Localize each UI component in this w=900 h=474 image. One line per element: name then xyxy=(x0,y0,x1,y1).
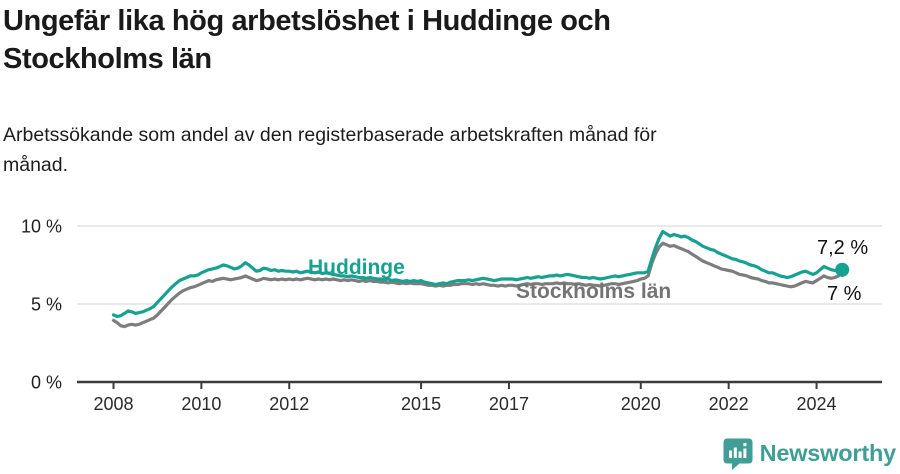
x-tick-label-2010: 2010 xyxy=(181,394,221,414)
chart-subtitle-line-2: månad. xyxy=(3,154,69,176)
x-tick-label-2015: 2015 xyxy=(401,394,441,414)
brand-footer: Newsworthy xyxy=(723,438,896,470)
x-tick-label-2017: 2017 xyxy=(489,394,529,414)
end-value-label-stockholms-lan: 7 % xyxy=(827,283,862,305)
chart-title-line-2: Stockholms län xyxy=(3,43,212,75)
chart-subtitle: Arbetssökande som andel av den registerb… xyxy=(3,120,863,180)
x-tick-label-2012: 2012 xyxy=(269,394,309,414)
chart-subtitle-line-1: Arbetssökande som andel av den registerb… xyxy=(3,124,657,146)
series-label-huddinge: Huddinge xyxy=(308,256,405,279)
series-label-stockholms-lan: Stockholms län xyxy=(516,280,672,303)
y-tick-label-0: 0 % xyxy=(31,373,62,393)
x-tick-label-2008: 2008 xyxy=(93,394,133,414)
y-tick-label-5: 5 % xyxy=(31,295,62,315)
chart-title-line-1: Ungefär lika hög arbetslöshet i Huddinge… xyxy=(3,5,611,37)
brand-wordmark: Newsworthy xyxy=(759,440,897,467)
y-tick-label-10: 10 % xyxy=(21,217,62,237)
end-dot-huddinge xyxy=(835,262,850,277)
chart-title: Ungefär lika hög arbetslöshet i Huddinge… xyxy=(3,2,883,78)
series-line-huddinge xyxy=(111,229,844,319)
x-tick-label-2022: 2022 xyxy=(709,394,749,414)
series-line-stockholms-lan xyxy=(111,241,844,329)
line-chart-plot: 0 % 5 % 10 % 2008 2010 2012 2015 2017 2020 2022 20… xyxy=(21,217,882,414)
x-tick-label-2020: 2020 xyxy=(621,394,661,414)
end-value-label-huddinge: 7,2 % xyxy=(817,237,869,259)
x-tick-label-2024: 2024 xyxy=(797,394,837,414)
newsworthy-logo-icon xyxy=(723,438,753,470)
